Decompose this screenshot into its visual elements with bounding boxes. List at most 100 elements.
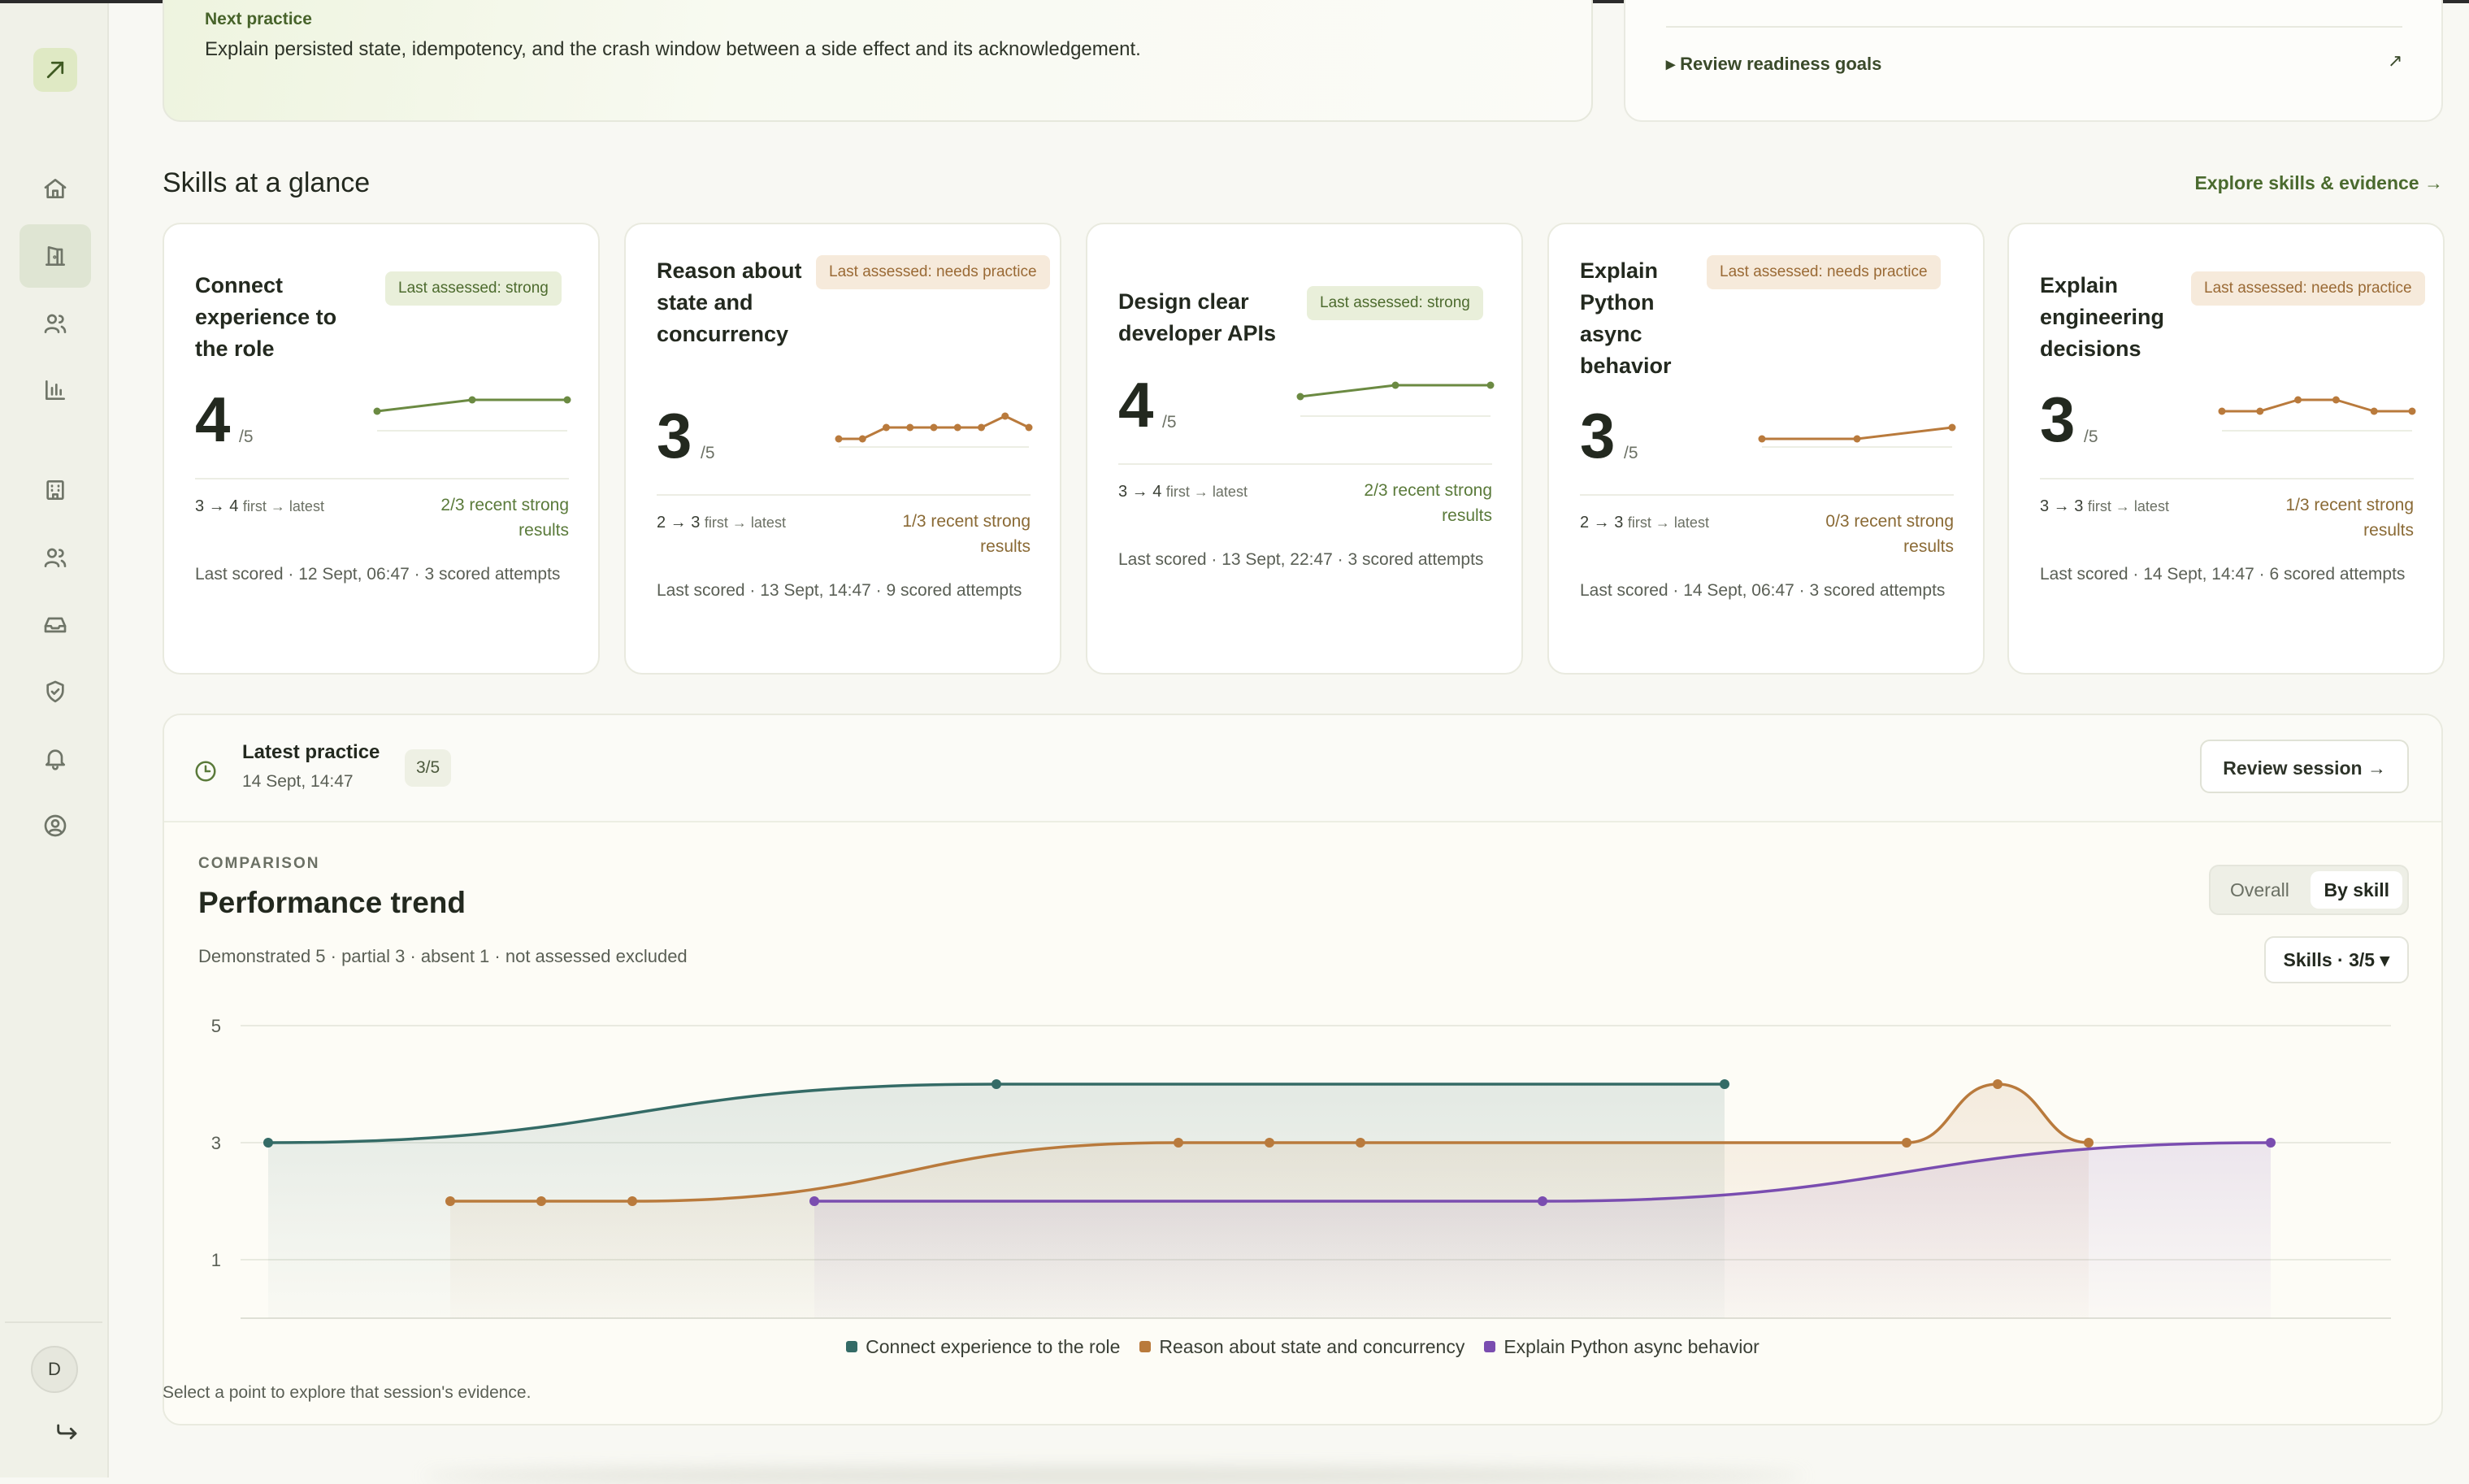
legend-label: Connect experience to the role <box>866 1336 1121 1357</box>
inbox-icon <box>44 617 67 633</box>
recent-strong-results: 1/3 recent strong results <box>902 512 1031 556</box>
readiness-goals-card: ▸ Review readiness goals ↗ <box>1624 0 2443 122</box>
performance-trend-chart[interactable]: 135S2 · 7 SeptS4 · 7 SeptS6 · 8 SeptS8 ·… <box>164 985 2443 1326</box>
sparkline-point <box>1025 423 1033 432</box>
legend-item[interactable]: Connect experience to the role <box>846 1336 1120 1358</box>
data-point <box>445 1196 455 1206</box>
sparkline-point <box>1391 381 1399 389</box>
building-icon <box>46 480 64 500</box>
data-point <box>1720 1079 1729 1089</box>
last-scored: Last scored · 12 Sept, 06:47 · 3 scored … <box>195 565 561 584</box>
nav-people[interactable] <box>20 292 91 355</box>
skill-card[interactable]: Reason about state and concurrency Last … <box>624 223 1061 675</box>
door-icon <box>46 246 65 266</box>
external-link-icon[interactable]: ↗ <box>2388 50 2403 71</box>
sparkline-point <box>468 396 476 404</box>
sparkline-point <box>858 435 866 443</box>
last-scored: Last scored · 13 Sept, 22:47 · 3 scored … <box>1118 550 1484 569</box>
score-trend-caption: first → latest <box>2087 498 2169 514</box>
sparkline-point <box>953 423 961 432</box>
legend-item[interactable]: Reason about state and concurrency <box>1139 1336 1464 1358</box>
sparkline-point <box>1758 435 1766 443</box>
skill-card[interactable]: Design clear developer APIs Last assesse… <box>1086 223 1523 675</box>
latest-practice-header: Latest practice 14 Sept, 14:47 3/5 Revie… <box>164 715 2441 822</box>
data-point <box>627 1196 637 1206</box>
assessment-badge: Last assessed: needs practice <box>2191 271 2425 306</box>
next-practice-card[interactable]: Next practice Explain persisted state, i… <box>163 0 1593 122</box>
skills-filter-dropdown[interactable]: Skills · 3/5 ▾ <box>2263 936 2409 983</box>
skill-name: Explain engineering decisions <box>2040 273 2165 361</box>
score-trend: 3 → 4 first → latest <box>1118 483 1248 501</box>
sparkline-point <box>1486 381 1495 389</box>
performance-trend-title: Performance trend <box>198 886 466 919</box>
last-scored: Last scored · 14 Sept, 14:47 · 6 scored … <box>2040 565 2406 584</box>
data-point <box>809 1196 819 1206</box>
logout-button[interactable] <box>54 1417 81 1449</box>
sparkline-point <box>906 423 914 432</box>
nav-team[interactable] <box>20 526 91 589</box>
skill-card[interactable]: Explain Python async behavior Last asses… <box>1547 223 1985 675</box>
nav-organization[interactable] <box>20 458 91 522</box>
assessment-badge: Last assessed: needs practice <box>1707 255 1941 289</box>
legend-swatch <box>1139 1340 1152 1352</box>
skill-score: 3 <box>657 400 692 471</box>
team-icon <box>44 548 67 567</box>
view-toggle: Overall By skill <box>2209 865 2409 915</box>
card-divider <box>2040 478 2414 479</box>
performance-trend-panel: COMPARISON Performance trend Demonstrate… <box>164 822 2443 1424</box>
sparkline-point <box>978 423 985 432</box>
card-divider <box>657 494 1031 496</box>
y-tick-label: 3 <box>211 1133 221 1153</box>
nav-inbox[interactable] <box>20 593 91 657</box>
score-trend-caption: first → latest <box>1627 514 1709 531</box>
score-trend: 3 → 4 first → latest <box>195 497 324 516</box>
sparkline-point <box>373 407 381 415</box>
nav-home[interactable] <box>20 157 91 220</box>
score-trend-caption: first → latest <box>704 514 786 531</box>
skill-card[interactable]: Explain engineering decisions Last asses… <box>2007 223 2445 675</box>
skills-section-title: Skills at a glance <box>163 167 371 198</box>
nav-notifications[interactable] <box>20 727 91 790</box>
bar-chart-icon <box>46 380 65 400</box>
data-point <box>1174 1138 1183 1148</box>
skill-score: 4 <box>1118 369 1154 440</box>
users-icon <box>44 314 67 333</box>
skill-card[interactable]: Connect experience to the role Last asse… <box>163 223 600 675</box>
data-point <box>2266 1138 2276 1148</box>
toggle-by-skill[interactable]: By skill <box>2311 871 2402 909</box>
data-point <box>1538 1196 1547 1206</box>
clock-icon <box>195 761 216 782</box>
skill-score-max: /5 <box>1624 444 1638 462</box>
nav-profile[interactable] <box>20 794 91 857</box>
app-logo[interactable] <box>33 48 77 92</box>
review-readiness-goals-link[interactable]: ▸ Review readiness goals <box>1666 54 1882 74</box>
legend-label: Reason about state and concurrency <box>1159 1336 1465 1357</box>
assessment-badge: Last assessed: needs practice <box>816 255 1050 289</box>
latest-practice-score-badge: 3/5 <box>405 749 452 787</box>
next-practice-text: Explain persisted state, idempotency, an… <box>205 38 1141 60</box>
explore-skills-link[interactable]: Explore skills & evidence → <box>2194 172 2443 193</box>
legend-swatch <box>846 1340 858 1352</box>
data-point <box>1993 1079 2003 1089</box>
legend-item[interactable]: Explain Python async behavior <box>1484 1336 1760 1358</box>
nav-companies[interactable] <box>20 224 91 288</box>
legend-label: Explain Python async behavior <box>1504 1336 1760 1357</box>
score-trend-value: 3 → 3 <box>2040 497 2084 515</box>
bell-icon <box>46 749 65 770</box>
sparkline-point <box>2370 407 2378 415</box>
review-session-button[interactable]: Review session → <box>2200 740 2409 793</box>
skill-score: 3 <box>2040 384 2076 455</box>
score-trend: 2 → 3 first → latest <box>1580 514 1709 532</box>
avatar[interactable]: D <box>31 1346 78 1393</box>
skill-score-max: /5 <box>2084 427 2098 446</box>
chart-hint: Select a point to explore that session's… <box>163 1383 532 1402</box>
latest-practice-title: Latest practice <box>242 741 380 763</box>
skill-sparkline <box>1758 423 1956 448</box>
performance-trend-subtitle: Demonstrated 5 · partial 3 · absent 1 · … <box>198 946 688 966</box>
score-trend-caption: first → latest <box>242 498 324 514</box>
data-point <box>992 1079 1001 1089</box>
arrow-up-right-icon <box>46 61 64 79</box>
nav-security[interactable] <box>20 660 91 723</box>
toggle-overall[interactable]: Overall <box>2230 879 2289 900</box>
nav-analytics[interactable] <box>20 358 91 422</box>
